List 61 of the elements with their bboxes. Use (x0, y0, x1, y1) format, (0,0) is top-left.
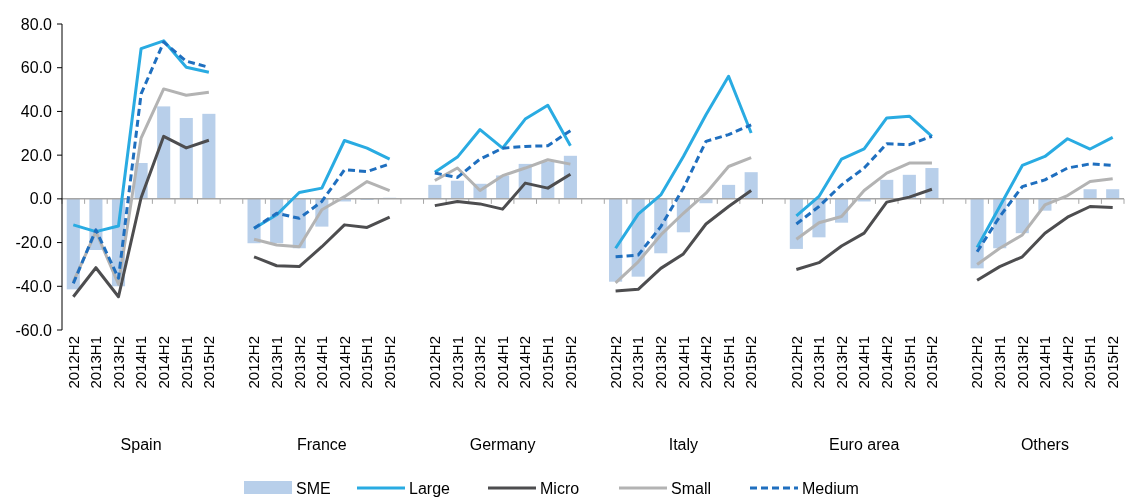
x-tick-label: 2015H1 (358, 336, 376, 389)
x-tick-label: 2015H1 (1081, 336, 1099, 389)
y-tick-label: 0.0 (29, 190, 53, 208)
legend-label: Medium (802, 479, 859, 497)
x-tick-label: 2012H2 (64, 336, 82, 389)
x-tick-label: 2013H2 (1013, 336, 1031, 389)
x-tick-label: 2015H2 (1103, 336, 1121, 389)
x-tick-label: 2012H2 (426, 336, 444, 389)
legend-label: Micro (540, 479, 580, 497)
y-tick-label: 40.0 (20, 103, 53, 121)
x-tick-label: 2014H1 (313, 336, 331, 389)
y-tick-label: -40.0 (15, 277, 53, 295)
x-tick-label: 2013H2 (652, 336, 670, 389)
x-tick-label: 2012H2 (968, 336, 986, 389)
text: Spain (120, 436, 162, 453)
x-tick-label: 2012H2 (606, 336, 624, 389)
x-tick-label: 2015H2 (380, 336, 398, 389)
x-tick-label: 2013H2 (471, 336, 489, 389)
x-tick-label: 2014H2 (1058, 336, 1076, 389)
x-tick-label: 2015H1 (177, 336, 195, 389)
x-tick-label: 2013H1 (448, 336, 466, 389)
text: Germany (469, 436, 536, 453)
x-tick-label: 2013H1 (267, 336, 285, 389)
x-tick-label: 2014H1 (1036, 336, 1054, 389)
x-tick-label: 2015H2 (742, 336, 760, 389)
y-tick-label: -60.0 (15, 321, 53, 339)
x-tick-label: 2014H2 (516, 336, 534, 389)
x-tick-label: 2014H2 (335, 336, 353, 389)
x-tick-label: 2012H2 (245, 336, 263, 389)
text: Others (1020, 436, 1069, 453)
y-tick-label: 80.0 (20, 15, 53, 33)
x-tick-label: 2015H2 (923, 336, 941, 389)
x-tick-label: 2014H1 (674, 336, 692, 389)
x-tick-label: 2013H1 (810, 336, 828, 389)
x-tick-label: 2015H1 (900, 336, 918, 389)
legend-label: Small (671, 479, 712, 497)
x-tick-label: 2013H2 (109, 336, 127, 389)
legend-label: Large (409, 479, 451, 497)
y-tick-label: 20.0 (20, 146, 53, 164)
text: Italy (668, 436, 699, 453)
x-tick-label: 2013H2 (290, 336, 308, 389)
x-tick-label: 2013H1 (990, 336, 1008, 389)
x-tick-label: 2015H2 (200, 336, 218, 389)
text: Euro area (829, 436, 900, 453)
x-tick-label: 2013H1 (629, 336, 647, 389)
y-tick-label: 60.0 (20, 59, 53, 77)
x-tick-label: 2014H1 (493, 336, 511, 389)
x-tick-label: 2015H2 (561, 336, 579, 389)
x-tick-label: 2013H2 (832, 336, 850, 389)
x-tick-label: 2015H1 (719, 336, 737, 389)
x-tick-label: 2014H2 (697, 336, 715, 389)
y-tick-label: -20.0 (15, 234, 53, 252)
x-tick-label: 2013H1 (87, 336, 105, 389)
x-tick-label: 2015H1 (539, 336, 557, 389)
legend-label: SME (296, 479, 331, 497)
text: France (296, 436, 347, 453)
x-tick-label: 2012H2 (787, 336, 805, 389)
x-tick-label: 2014H1 (132, 336, 150, 389)
x-tick-label: 2014H1 (855, 336, 873, 389)
x-tick-label: 2014H2 (877, 336, 895, 389)
x-tick-label: 2014H2 (154, 336, 172, 389)
